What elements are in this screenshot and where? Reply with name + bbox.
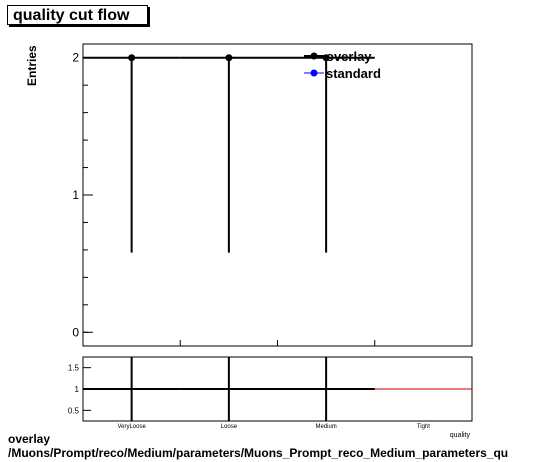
x-category-label: VeryLoose — [117, 424, 146, 430]
footer-line-2: /Muons/Prompt/reco/Medium/parameters/Muo… — [8, 446, 509, 460]
legend-label-overlay: overlay — [326, 49, 372, 64]
x-category-label: Medium — [315, 424, 336, 430]
overlay-point — [225, 54, 233, 62]
y-tick-label: 1 — [72, 188, 79, 202]
legend-label-standard: standard — [326, 66, 381, 81]
main-plot-border — [82, 43, 473, 347]
y-tick-label: 2 — [72, 51, 79, 65]
main-plot-frame — [82, 43, 473, 347]
x-axis-label: quality — [450, 432, 471, 439]
main-data-marks — [83, 54, 375, 253]
legend-marker-standard — [310, 69, 318, 77]
x-category-labels: VeryLoose Loose Medium Tight — [117, 424, 430, 430]
ratio-y-tick-label: 1 — [75, 385, 80, 394]
ratio-data-marks — [83, 357, 472, 421]
x-category-label: Loose — [221, 424, 238, 430]
legend: overlay standard — [304, 49, 381, 81]
x-category-label: Tight — [417, 424, 430, 430]
y-tick-label: 0 — [72, 325, 79, 339]
overlay-point — [322, 54, 330, 62]
overlay-point — [128, 54, 136, 62]
legend-marker-overlay — [310, 52, 318, 60]
ratio-y-tick-label: 0.5 — [68, 406, 80, 415]
main-y-ticks: 0 1 2 — [72, 51, 376, 346]
footer-line-1: overlay — [8, 432, 51, 446]
chart-title: quality cut flow — [7, 5, 148, 25]
ratio-y-tick-label: 1.5 — [68, 364, 80, 373]
